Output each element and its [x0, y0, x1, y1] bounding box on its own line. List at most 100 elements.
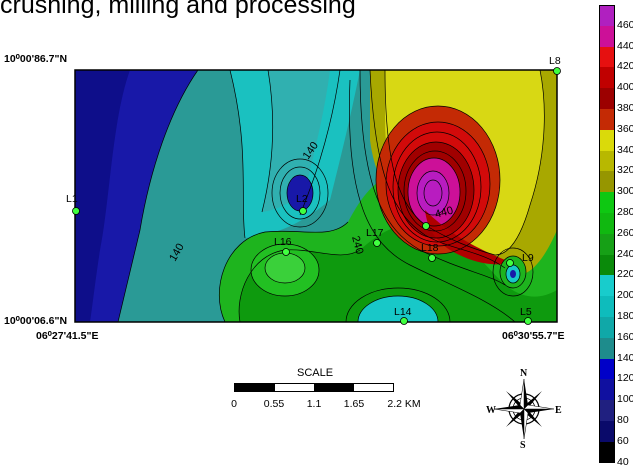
scale-tick: 1.65 — [343, 398, 365, 410]
legend-label: 380 — [617, 101, 633, 114]
station-label-l16: L16 — [274, 236, 292, 248]
station-label-l14: L14 — [394, 306, 412, 318]
legend-label: 220 — [617, 268, 633, 281]
compass-rose-icon: N S E W — [486, 368, 562, 451]
legend-swatch — [599, 5, 615, 26]
legend-row: 400 — [597, 67, 633, 93]
legend-swatch — [599, 296, 615, 317]
legend-row: 240 — [597, 233, 633, 260]
station-point-l9 — [506, 259, 514, 267]
legend-swatch — [599, 400, 615, 421]
legend-swatch — [599, 358, 615, 380]
top-left-latitude: 10⁰00'86.7"N — [4, 53, 68, 65]
compass-w: W — [486, 405, 496, 416]
legend-swatch — [599, 46, 615, 68]
legend-row: 460 — [597, 5, 633, 31]
map-title: crushing, milling and processing — [0, 0, 356, 19]
legend-row: 360 — [597, 108, 633, 135]
bottom-left-latitude: 10⁰00'06.6"N — [4, 315, 68, 327]
legend-label: 440 — [617, 39, 633, 52]
legend-swatch — [599, 25, 615, 47]
compass-n: N — [520, 368, 528, 379]
legend-row: 320 — [597, 150, 633, 176]
station-point-l2 — [299, 207, 307, 215]
legend-label: 80 — [617, 413, 629, 426]
bottom-left-longitude: 06⁰27'41.5"E — [36, 330, 99, 342]
scale-bar-group: SCALE 0 0.55 1.1 1.65 2.2 KM — [226, 367, 426, 417]
legend-label: 260 — [617, 226, 633, 239]
legend-swatch — [599, 171, 615, 193]
legend-row: 180 — [597, 296, 633, 322]
legend-label: 340 — [617, 143, 633, 156]
map-frame — [74, 69, 558, 323]
station-point-l1 — [72, 207, 80, 215]
color-legend: 460 440 420 400 380 360 340 320 300 280 260 240 220 2… — [597, 5, 633, 468]
station-point-l8 — [553, 67, 561, 75]
legend-label: 200 — [617, 289, 633, 302]
legend-row: 200 — [597, 275, 633, 301]
legend-swatch — [599, 441, 615, 463]
legend-label: 300 — [617, 185, 633, 198]
legend-label: 40 — [617, 455, 629, 468]
legend-row: 60 — [597, 420, 633, 447]
legend-row: 300 — [597, 171, 633, 197]
legend-label: 180 — [617, 309, 633, 322]
scale-title: SCALE — [297, 367, 334, 379]
station-label-l1: L1 — [66, 193, 78, 205]
legend-label: 420 — [617, 60, 633, 73]
legend-label: 240 — [617, 247, 633, 260]
station-label-l17: L17 — [366, 227, 384, 239]
legend-row: 160 — [597, 316, 633, 343]
contour-label: 240 — [349, 235, 365, 256]
legend-label: 120 — [617, 372, 633, 385]
compass-s: S — [520, 440, 526, 448]
legend-swatch — [599, 150, 615, 172]
legend-label: 360 — [617, 122, 633, 135]
legend-swatch — [599, 129, 615, 151]
legend-swatch — [599, 212, 615, 234]
legend-swatch — [599, 233, 615, 255]
legend-swatch — [599, 420, 615, 442]
scale-bar — [234, 383, 394, 392]
station-label-l2: L2 — [296, 193, 308, 205]
station-point-l5 — [524, 317, 532, 325]
legend-swatch — [599, 67, 615, 89]
station-points — [72, 67, 561, 325]
legend-row: 280 — [597, 192, 633, 218]
scale-tick: 2.2 KM — [387, 398, 421, 410]
station-label-l9: L9 — [522, 252, 534, 264]
cyan-pocket — [358, 296, 438, 322]
scale-tick: 1.1 — [306, 398, 322, 410]
legend-row: 80 — [597, 400, 633, 426]
station-point-cluster — [422, 222, 430, 230]
legend-label: 140 — [617, 351, 633, 364]
legend-row: 120 — [597, 358, 633, 384]
station-point-l14 — [400, 317, 408, 325]
legend-row: 100 — [597, 379, 633, 405]
station-label-l8: L8 — [549, 55, 561, 67]
legend-swatch — [599, 88, 615, 109]
legend-swatch — [599, 192, 615, 213]
station-point-l16 — [282, 248, 290, 256]
legend-row: 420 — [597, 46, 633, 72]
legend-row: 140 — [597, 337, 633, 364]
legend-label: 100 — [617, 393, 633, 406]
legend-label: 60 — [617, 434, 629, 447]
legend-label: 280 — [617, 205, 633, 218]
legend-label: 460 — [617, 18, 633, 31]
legend-label: 160 — [617, 330, 633, 343]
scale-tick: 0 — [231, 398, 237, 410]
blue-pocket — [287, 175, 313, 211]
contour-fill — [75, 70, 557, 322]
legend-swatch — [599, 337, 615, 359]
legend-swatch — [599, 108, 615, 130]
bottom-right-longitude: 06⁰30'55.7"E — [502, 330, 565, 342]
station-point-l17 — [373, 239, 381, 247]
legend-row: 40 — [597, 441, 633, 468]
legend-swatch — [599, 379, 615, 401]
compass-e: E — [555, 405, 562, 416]
station-label-l5: L5 — [520, 306, 532, 318]
legend-row: 260 — [597, 212, 633, 239]
station-point-l18 — [428, 254, 436, 262]
legend-swatch — [599, 254, 615, 276]
